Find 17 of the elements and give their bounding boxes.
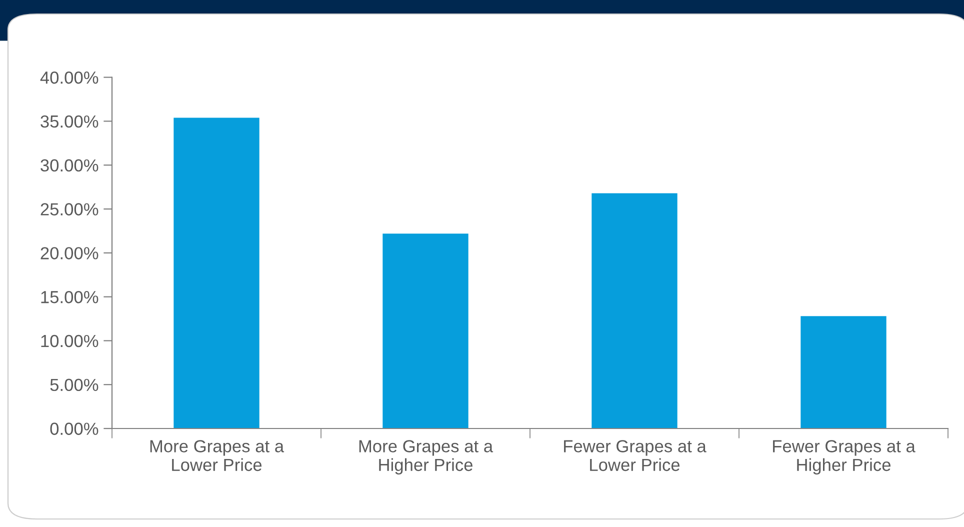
bar: [382, 234, 468, 428]
bar: [174, 118, 260, 428]
bar: [592, 193, 678, 428]
y-tick-label: 0.00%: [50, 422, 98, 435]
bar: [800, 316, 886, 428]
x-tick-label: More Grapes at a Lower Price: [150, 440, 284, 472]
y-tick-label: 40.00%: [40, 71, 98, 84]
y-tick-label: 10.00%: [41, 334, 98, 348]
x-tick-label: Fewer Grapes at a Higher Price: [773, 440, 916, 474]
y-tick-label: 20.00%: [40, 247, 98, 260]
y-tick-label: 5.00%: [50, 378, 98, 392]
x-tick-label: Fewer Grapes at a Lower Price: [564, 440, 706, 472]
y-tick-label: 15.00%: [41, 290, 98, 304]
y-tick-label: 30.00%: [40, 159, 98, 172]
x-tick-label: More Grapes at a Higher Price: [359, 440, 494, 474]
y-tick-label: 25.00%: [40, 203, 98, 216]
y-tick-label: 35.00%: [40, 115, 98, 128]
